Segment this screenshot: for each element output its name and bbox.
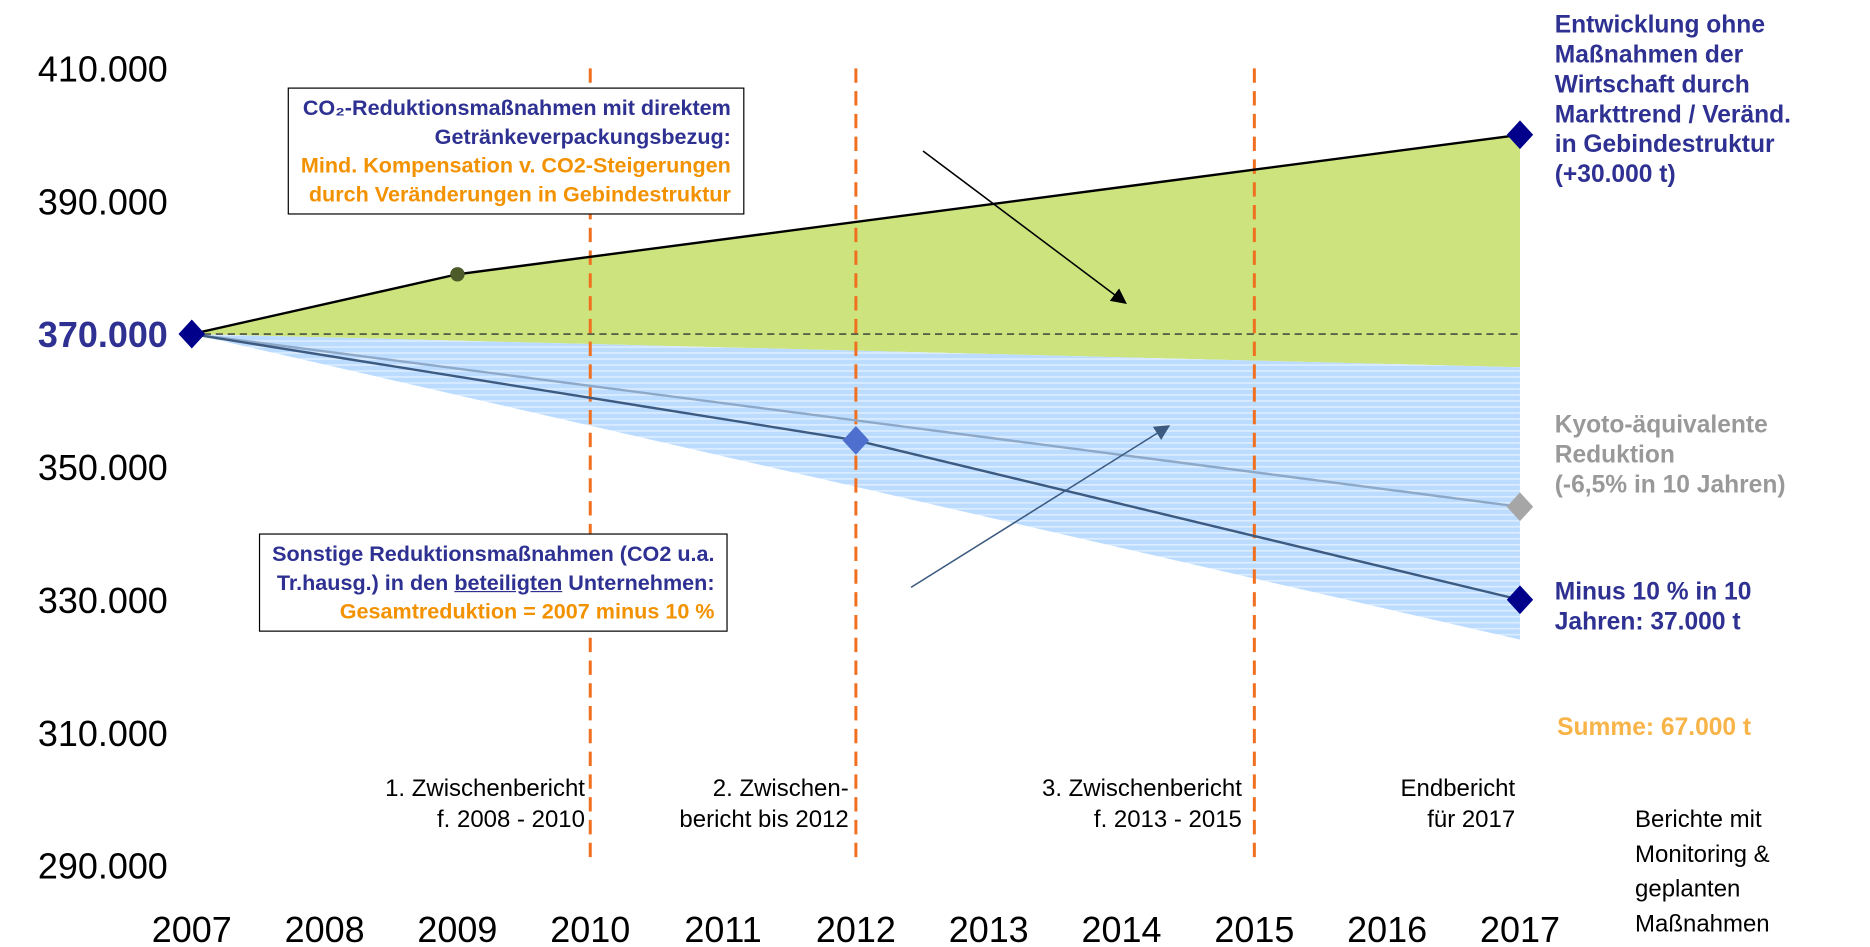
x-tick-label: 2010	[550, 909, 630, 947]
annotation-text: beteiligten	[454, 570, 563, 595]
y-tick-label: 390.000	[38, 181, 168, 222]
reports-note: Berichte mit Monitoring & geplanten Maßn…	[1635, 806, 1770, 938]
marker	[842, 425, 870, 455]
marker	[1506, 120, 1534, 150]
x-tick-label: 2009	[417, 909, 497, 947]
y-tick-label: 330.000	[38, 580, 168, 621]
x-tick-label: 2014	[1082, 909, 1162, 947]
x-tick-label: 2012	[816, 909, 896, 947]
arrow	[910, 425, 1171, 589]
y-tick-label: 410.000	[38, 49, 168, 90]
y-tick-label: 350.000	[38, 447, 168, 488]
marker	[1506, 585, 1534, 615]
annotation-text: Mind. Kompensation v. CO2-Steigerungen d…	[300, 153, 731, 207]
annotation-text: Sonstige Reduktionsmaßnahmen (CO2 u.a. T…	[272, 541, 715, 595]
x-tick-label: 2016	[1347, 909, 1427, 947]
annotation-box: CO₂-Reduktionsmaßnahmen mit direktem Get…	[287, 87, 745, 215]
series-label: Entwicklung ohne Maßnahmen der Wirtschaf…	[1554, 10, 1791, 189]
x-tick-label: 2011	[684, 909, 761, 947]
annotation-text: Gesamtreduktion = 2007 minus 10 %	[339, 599, 715, 624]
annotation-text: Sonstige Reduktionsmaßnahmen (CO2 u.a. T…	[272, 539, 714, 597]
y-tick-label: 310.000	[38, 713, 168, 754]
marker	[178, 319, 205, 349]
annotation-box: Sonstige Reduktionsmaßnahmen (CO2 u.a. T…	[258, 533, 728, 632]
series-line	[191, 332, 1521, 508]
report-label: 2. Zwischen- bericht bis 2012	[679, 775, 849, 834]
series-label: Minus 10 % in 10 Jahren: 37.000 t	[1554, 577, 1752, 636]
annotation-text: CO₂-Reduktionsmaßnahmen mit direktem Get…	[302, 95, 731, 149]
report-label: 3. Zwischenbericht f. 2013 - 2015	[1041, 775, 1242, 834]
x-tick-label: 2008	[285, 909, 365, 947]
x-tick-label: 2017	[1480, 909, 1560, 947]
series-label: Kyoto-äquivalente Reduktion (-6,5% in 10…	[1554, 411, 1786, 499]
x-tick-label: 2015	[1214, 909, 1294, 947]
y-tick-label: 290.000	[38, 846, 168, 887]
report-label: 1. Zwischenbericht f. 2008 - 2010	[385, 775, 585, 834]
sum-label: Summe: 67.000 t	[1557, 713, 1752, 741]
arrow	[922, 150, 1127, 304]
marker	[450, 267, 465, 282]
report-label: Endbericht für 2017	[1400, 775, 1516, 834]
annotation-text: Unternehmen:	[562, 570, 715, 595]
y-tick-label: 370.000	[38, 314, 168, 355]
x-tick-label: 2013	[949, 909, 1029, 947]
marker	[1506, 492, 1534, 522]
x-tick-label: 2007	[152, 909, 232, 947]
